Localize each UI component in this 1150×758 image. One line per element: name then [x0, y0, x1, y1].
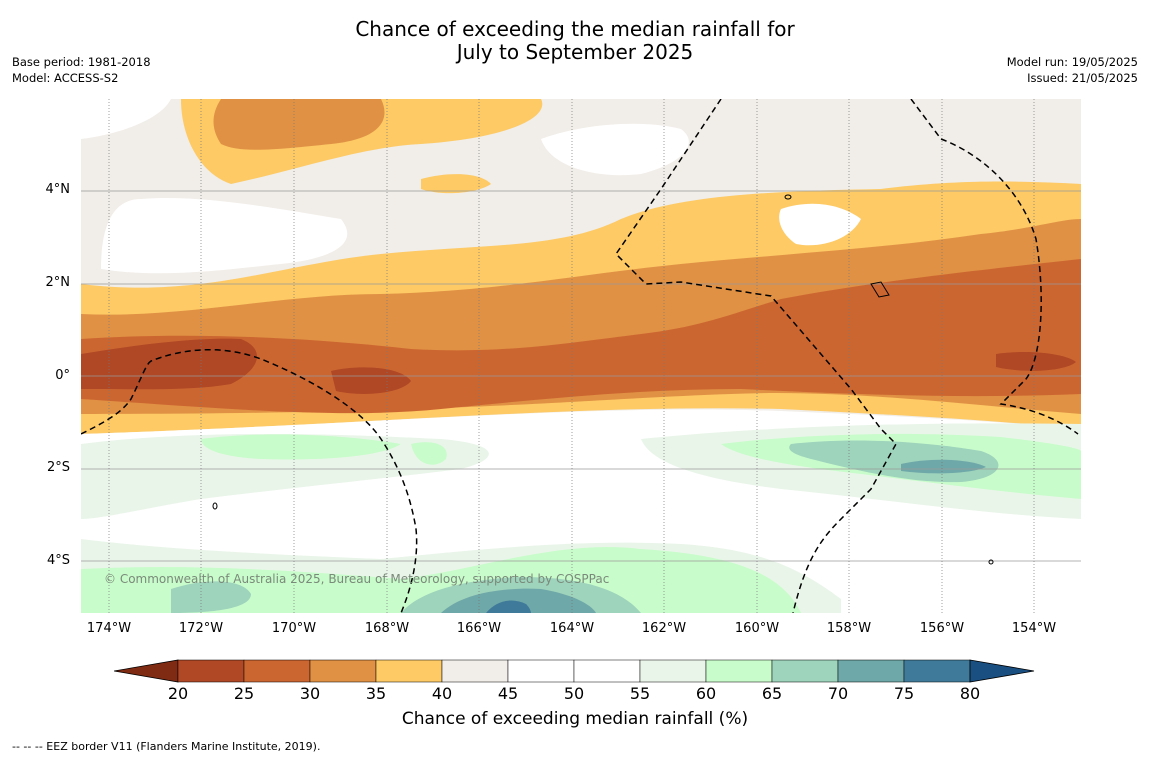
colorbar-label: 20 — [167, 684, 189, 703]
lon-tick-label: 170°W — [271, 621, 317, 636]
title-line-2: July to September 2025 — [456, 40, 694, 64]
colorbar-segment — [573, 659, 641, 683]
lat-tick-label: 4°S — [46, 553, 70, 568]
colorbar-segment — [243, 659, 311, 683]
colorbar-label: 75 — [893, 684, 915, 703]
issued-date: Issued: 21/05/2025 — [1027, 71, 1138, 85]
colorbar-segment — [177, 659, 245, 683]
colorbar-segment — [309, 659, 377, 683]
contour-75-80-bottom — [486, 600, 531, 613]
colorbar-label: 55 — [629, 684, 651, 703]
colorbar-label: 50 — [563, 684, 585, 703]
contour-30-35-north-b — [213, 99, 385, 150]
lat-tick-label: 2°S — [46, 460, 70, 475]
lon-tick-label: 166°W — [456, 621, 502, 636]
contour-60-65-b — [201, 434, 401, 460]
colorbar-label: 45 — [497, 684, 519, 703]
contour-25-30 — [81, 259, 1081, 414]
model-name: Model: ACCESS-S2 — [12, 71, 119, 85]
contour-45-55-north-a — [101, 198, 348, 274]
colorbar-label: 65 — [761, 684, 783, 703]
contour-45-55-north-b — [541, 123, 689, 176]
contour-65-70-bottom — [171, 581, 251, 613]
lon-tick-label: 174°W — [86, 621, 132, 636]
base-period: Base period: 1981-2018 — [12, 55, 151, 69]
meta-right: Model run: 19/05/2025 Issued: 21/05/2025 — [1007, 54, 1138, 86]
colorbar-label: 70 — [827, 684, 849, 703]
contour-20-25-west — [81, 338, 258, 390]
colorbar-segment — [705, 659, 773, 683]
lat-tick-label: 2°N — [45, 275, 71, 290]
eez-border — [81, 99, 1079, 613]
colorbar-label: 35 — [365, 684, 387, 703]
colorbar-label: 80 — [959, 684, 981, 703]
model-run: Model run: 19/05/2025 — [1006, 55, 1138, 69]
colorbar-label: 40 — [431, 684, 453, 703]
colorbar-label: 60 — [695, 684, 717, 703]
lon-tick-label: 160°W — [734, 621, 780, 636]
colorbar-label: 30 — [299, 684, 321, 703]
lon-tick-label: 162°W — [641, 621, 687, 636]
eez-footnote: -- -- -- EEZ border V11 (Flanders Marine… — [12, 740, 321, 753]
title-line-1: Chance of exceeding the median rainfall … — [355, 17, 795, 41]
meta-left: Base period: 1981-2018 Model: ACCESS-S2 — [12, 54, 151, 86]
colorbar-title: Chance of exceeding median rainfall (%) — [401, 709, 749, 729]
colorbar-segment — [771, 659, 839, 683]
lat-tick-label: 4°N — [45, 182, 71, 197]
colorbar-segment — [903, 659, 971, 683]
contour-35-40-patch-a — [421, 174, 491, 194]
colorbar-segment — [375, 659, 443, 683]
contour-55-60-south — [81, 434, 489, 519]
lon-tick-label: 154°W — [1011, 621, 1057, 636]
colorbar-segment — [441, 659, 509, 683]
rainfall-map — [81, 99, 1081, 613]
lon-tick-label: 164°W — [549, 621, 595, 636]
copyright-watermark: © Commonwealth of Australia 2025, Bureau… — [104, 572, 610, 586]
contour-60-65-c — [411, 442, 447, 465]
colorbar — [114, 659, 1035, 683]
contour-45-55-north-d — [81, 99, 171, 139]
map-title: Chance of exceeding the median rainfall … — [0, 18, 1150, 64]
island-outlines — [212, 194, 994, 565]
lon-tick-label: 156°W — [919, 621, 965, 636]
lat-tick-label: 0° — [55, 368, 70, 383]
lon-tick-label: 168°W — [364, 621, 410, 636]
contour-45-55-north-c — [779, 203, 861, 246]
colorbar-label: 25 — [233, 684, 255, 703]
lon-tick-label: 158°W — [826, 621, 872, 636]
contour-20-25-mid — [331, 367, 411, 394]
colorbar-extend-low — [114, 659, 179, 683]
colorbar-extend-high — [969, 659, 1035, 683]
lon-tick-label: 172°W — [178, 621, 224, 636]
contour-60-65-bottom — [81, 546, 801, 613]
colorbar-segment — [507, 659, 575, 683]
contour-20-25-east — [996, 351, 1076, 371]
contour-70-75-bottom — [441, 588, 596, 613]
colorbar-segment — [837, 659, 905, 683]
contour-70-75 — [901, 459, 986, 474]
lat-gridlines — [81, 190, 1081, 562]
colorbar-segment — [639, 659, 707, 683]
